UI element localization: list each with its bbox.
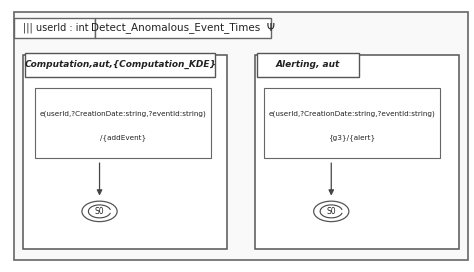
Text: Computation,aut,{Computation_KDE}: Computation,aut,{Computation_KDE} [25, 60, 216, 69]
Text: {g3}/{alert}: {g3}/{alert} [328, 135, 376, 141]
FancyBboxPatch shape [257, 52, 359, 77]
FancyBboxPatch shape [95, 17, 271, 38]
FancyBboxPatch shape [26, 52, 215, 77]
Circle shape [314, 201, 349, 222]
Text: ||| userId : int: ||| userId : int [23, 23, 88, 33]
Text: S0: S0 [95, 207, 104, 216]
FancyBboxPatch shape [23, 55, 227, 249]
FancyBboxPatch shape [14, 17, 95, 38]
Text: /{addEvent}: /{addEvent} [100, 135, 146, 141]
Text: S0: S0 [327, 207, 336, 216]
Text: e(userId,?CreationDate:string,?eventId:string): e(userId,?CreationDate:string,?eventId:s… [269, 111, 436, 118]
Circle shape [82, 201, 117, 222]
FancyBboxPatch shape [35, 88, 211, 157]
Text: Alerting, aut: Alerting, aut [276, 60, 340, 69]
FancyBboxPatch shape [255, 55, 459, 249]
FancyBboxPatch shape [264, 88, 440, 157]
Text: Detect_Anomalous_Event_Times  Ψ: Detect_Anomalous_Event_Times Ψ [91, 22, 275, 33]
Text: e(userId,?CreationDate:string,?eventId:string): e(userId,?CreationDate:string,?eventId:s… [39, 111, 206, 118]
FancyBboxPatch shape [14, 12, 468, 260]
